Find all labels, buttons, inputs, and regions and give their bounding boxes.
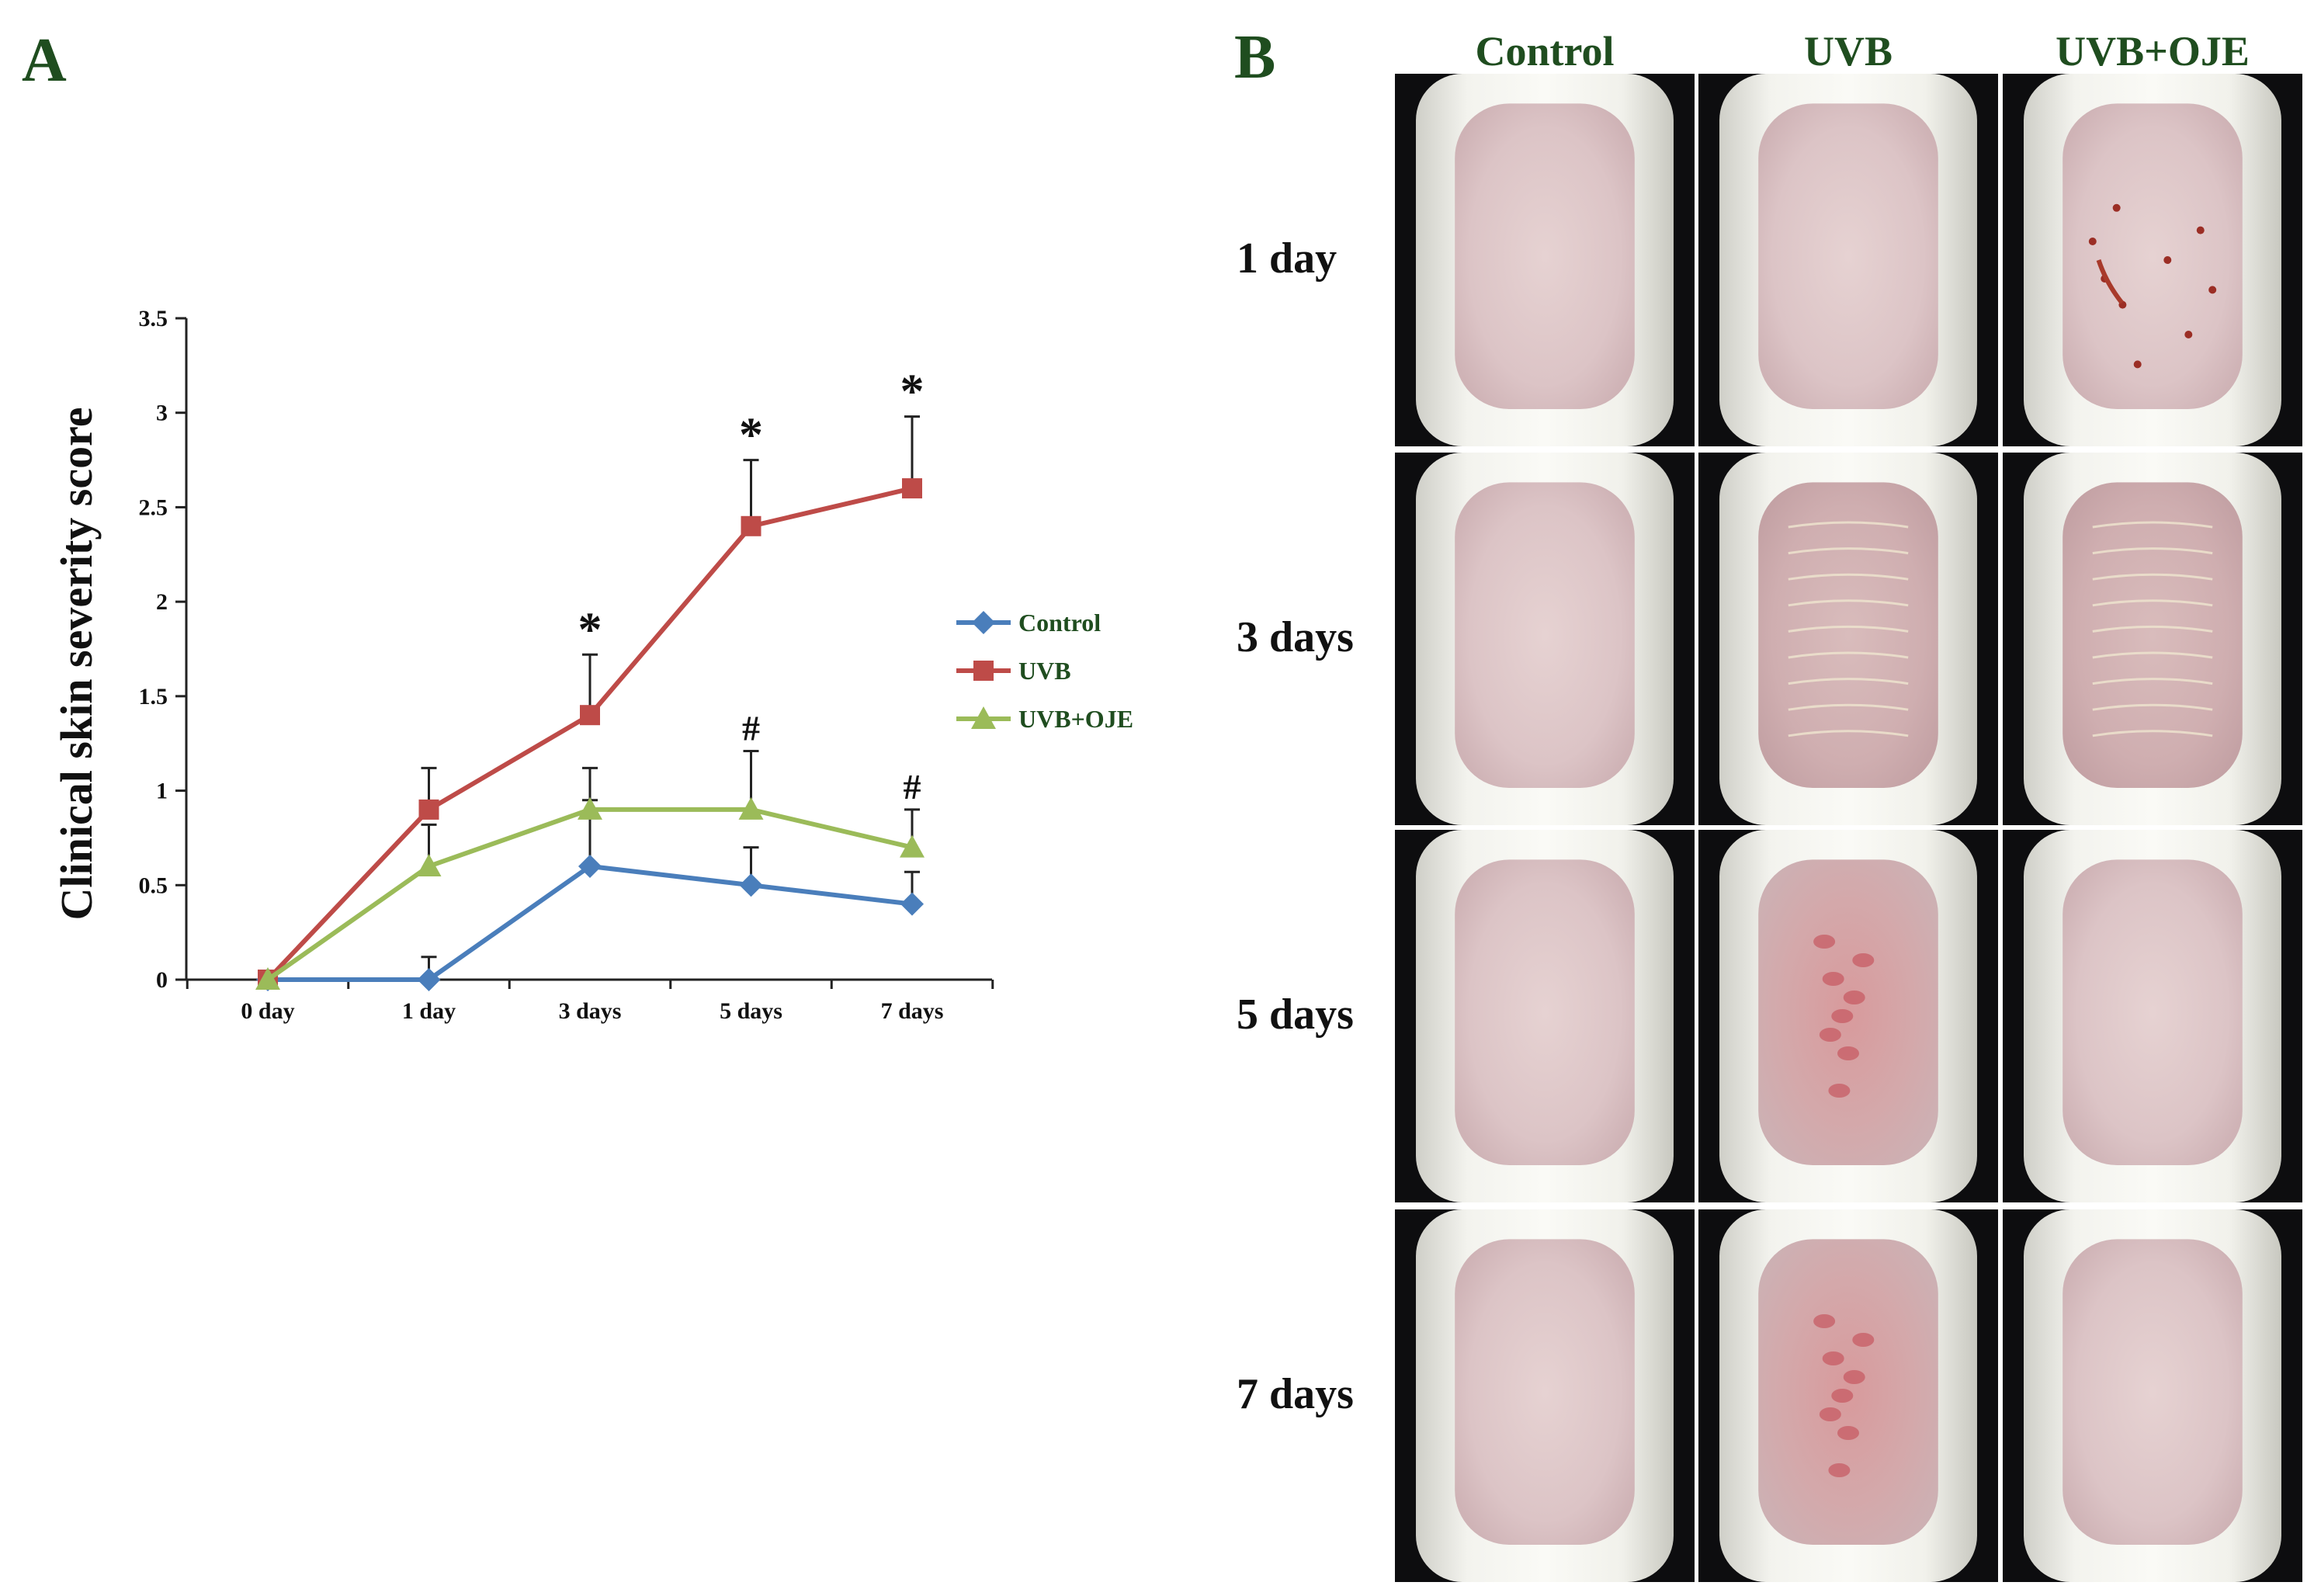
row-header: 7 days — [1237, 1370, 1354, 1418]
mouse-photo — [1698, 830, 1998, 1202]
mouse-photo — [1395, 830, 1695, 1202]
x-axis-ticks: 0 day 1 day 3 days 5 days 7 days — [186, 980, 994, 1024]
mouse-photo — [1395, 1209, 1695, 1582]
x-tick-label: 5 days — [720, 998, 782, 1024]
data-point — [417, 968, 441, 991]
data-point — [418, 799, 439, 820]
legend-label: UVB — [1018, 657, 1071, 685]
data-point — [900, 834, 925, 858]
mouse-photo — [2003, 830, 2302, 1202]
x-tick-label: 3 days — [559, 998, 622, 1024]
x-tick-label: 0 day — [241, 998, 294, 1024]
y-tick-label: 2 — [156, 589, 168, 615]
legend-marker — [973, 661, 994, 681]
mouse-photo — [1698, 74, 1998, 446]
legend-marker — [971, 706, 996, 729]
column-header: UVB+OJE — [2056, 28, 2250, 75]
data-point — [741, 515, 762, 536]
data-point — [255, 967, 280, 990]
series-line — [268, 863, 913, 982]
significance-marks: * * * # # — [578, 366, 925, 807]
column-header: Control — [1475, 28, 1614, 75]
significance-hash: # — [904, 767, 921, 807]
y-tick-label: 1.5 — [139, 684, 168, 710]
y-tick-label: 0.5 — [139, 873, 168, 898]
panel-a-label: A — [22, 26, 67, 95]
data-point — [738, 796, 764, 820]
y-axis-label: Clinical skin severity score — [51, 407, 102, 920]
series-uvb — [258, 415, 922, 990]
data-point — [900, 892, 924, 916]
significance-hash: # — [742, 708, 760, 748]
data-point — [578, 854, 602, 878]
mouse-photo — [2003, 1209, 2302, 1582]
data-point — [578, 796, 602, 820]
legend-item-uvb: UVB — [956, 657, 1071, 685]
mouse-photo — [2003, 453, 2302, 825]
y-tick-label: 1 — [156, 779, 168, 804]
series-line — [265, 486, 913, 982]
significance-asterisk: * — [578, 603, 602, 656]
mouse-photo — [2003, 74, 2302, 446]
panel-b-label: B — [1234, 23, 1275, 92]
row-header: 3 days — [1237, 613, 1354, 661]
data-point — [580, 705, 600, 726]
series-uvb-oje — [255, 749, 925, 990]
mouse-photo — [1395, 74, 1695, 446]
column-header: UVB — [1804, 28, 1892, 75]
series-layer — [255, 415, 925, 991]
significance-asterisk: * — [739, 409, 763, 462]
x-tick-label: 1 day — [402, 998, 456, 1024]
legend: Control UVB UVB+OJE — [956, 609, 1133, 733]
data-point — [902, 478, 922, 499]
mouse-photo — [1698, 453, 1998, 825]
legend-item-control: Control — [956, 609, 1101, 637]
legend-item-uvb-oje: UVB+OJE — [956, 705, 1133, 733]
mouse-photo — [1395, 453, 1695, 825]
data-point — [739, 873, 763, 897]
legend-label: Control — [1018, 609, 1101, 637]
x-tick-label: 7 days — [881, 998, 944, 1024]
y-tick-label: 3.5 — [139, 306, 168, 331]
significance-asterisk: * — [900, 366, 925, 418]
legend-label: UVB+OJE — [1018, 705, 1133, 733]
row-header: 1 day — [1237, 234, 1337, 283]
legend-marker — [972, 611, 995, 634]
y-tick-label: 2.5 — [139, 494, 168, 520]
photo-grid: Control UVB UVB+OJE 1 day 3 days 5 days 7 days — [1237, 28, 2302, 1582]
y-tick-label: 0 — [156, 967, 168, 993]
row-header: 5 days — [1237, 991, 1354, 1039]
y-tick-label: 3 — [156, 401, 168, 426]
line-chart: Clinical skin severity score 0 0.5 1 1.5 2 2.… — [51, 306, 1133, 1024]
y-axis-ticks: 0 0.5 1 1.5 2 2.5 3 3.5 — [139, 306, 186, 993]
mouse-photo — [1698, 1209, 1998, 1582]
data-point — [416, 853, 442, 876]
